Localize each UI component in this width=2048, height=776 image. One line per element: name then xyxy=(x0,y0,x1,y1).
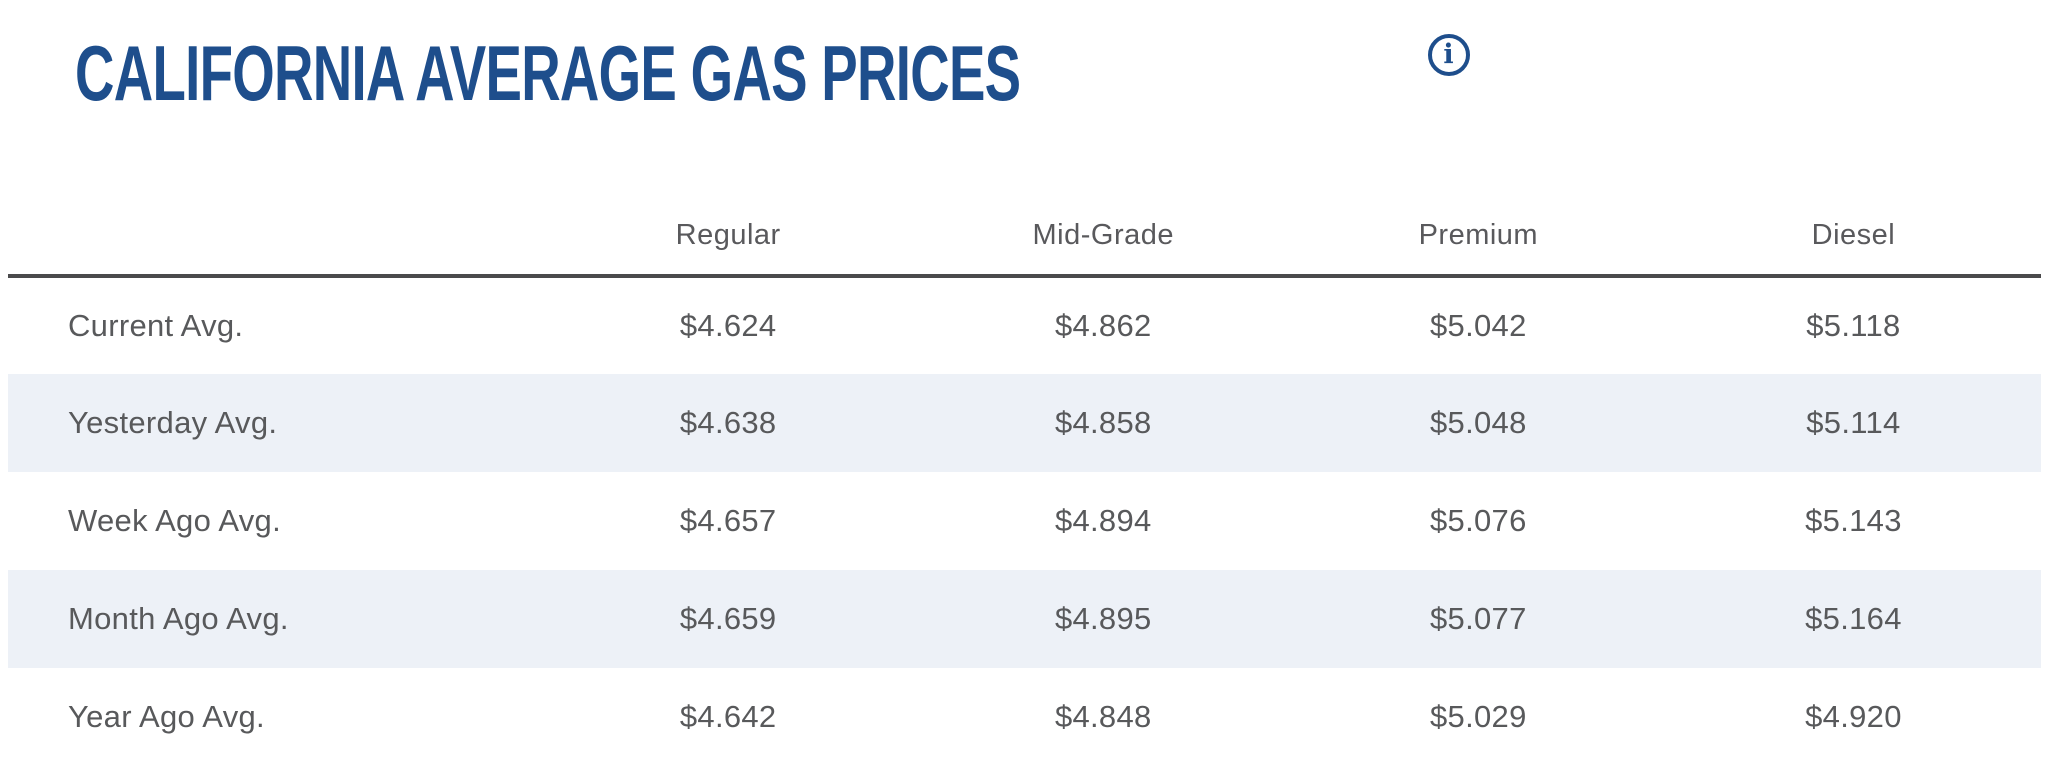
table-row-month-ago: Month Ago Avg. $4.659 $4.895 $5.077 $5.1… xyxy=(8,570,2041,668)
price-cell: $4.858 xyxy=(1054,405,1152,440)
column-header-regular: Regular xyxy=(540,190,916,278)
price-cell: $4.638 xyxy=(679,405,777,440)
price-cell: $5.048 xyxy=(1430,405,1527,440)
table-row-week-ago: Week Ago Avg. $4.657 $4.894 $5.076 $5.14… xyxy=(8,472,2041,570)
price-cell: $5.042 xyxy=(1430,308,1527,343)
price-cell: $4.920 xyxy=(1805,699,1902,734)
price-cell: $4.642 xyxy=(679,699,777,734)
price-cell: $4.894 xyxy=(1054,503,1152,538)
price-cell: $4.657 xyxy=(679,503,777,538)
info-icon[interactable]: i xyxy=(1427,34,1470,76)
price-cell: $5.118 xyxy=(1806,308,1901,343)
price-cell: $5.114 xyxy=(1806,405,1901,440)
price-cell: $4.848 xyxy=(1054,699,1152,734)
row-label: Month Ago Avg. xyxy=(68,601,289,636)
gas-prices-panel: CALIFORNIA AVERAGE GAS PRICES i Regular … xyxy=(0,28,2048,776)
gas-prices-table: Regular Mid-Grade Premium Diesel Current… xyxy=(8,190,2041,766)
column-header-premium: Premium xyxy=(1290,190,1666,278)
page-title: CALIFORNIA AVERAGE GAS PRICES xyxy=(75,28,1426,118)
price-cell: $4.659 xyxy=(679,601,777,636)
price-cell: $5.164 xyxy=(1805,601,1902,636)
table-row-current: Current Avg. $4.624 $4.862 $5.042 $5.118 xyxy=(8,276,2041,374)
title-row: CALIFORNIA AVERAGE GAS PRICES i xyxy=(75,28,2048,118)
column-header-empty xyxy=(8,190,541,278)
row-label: Yesterday Avg. xyxy=(68,405,278,440)
price-cell: $4.895 xyxy=(1054,601,1152,636)
row-label: Year Ago Avg. xyxy=(68,699,265,734)
table-header-row: Regular Mid-Grade Premium Diesel xyxy=(8,190,2041,278)
page-title-text: CALIFORNIA AVERAGE GAS PRICES xyxy=(75,29,1021,117)
row-label: Week Ago Avg. xyxy=(68,503,282,538)
price-cell: $5.076 xyxy=(1430,503,1527,538)
table-row-year-ago: Year Ago Avg. $4.642 $4.848 $5.029 $4.92… xyxy=(8,668,2041,766)
info-icon-glyph: i xyxy=(1443,38,1454,70)
price-cell: $5.143 xyxy=(1805,503,1902,538)
price-cell: $5.077 xyxy=(1430,601,1527,636)
price-cell: $4.862 xyxy=(1054,308,1152,343)
row-label: Current Avg. xyxy=(68,308,244,343)
column-header-diesel: Diesel xyxy=(1665,190,2041,278)
price-cell: $5.029 xyxy=(1430,699,1527,734)
table-row-yesterday: Yesterday Avg. $4.638 $4.858 $5.048 $5.1… xyxy=(8,374,2041,472)
column-header-midgrade: Mid-Grade xyxy=(915,190,1291,278)
price-cell: $4.624 xyxy=(679,308,777,343)
